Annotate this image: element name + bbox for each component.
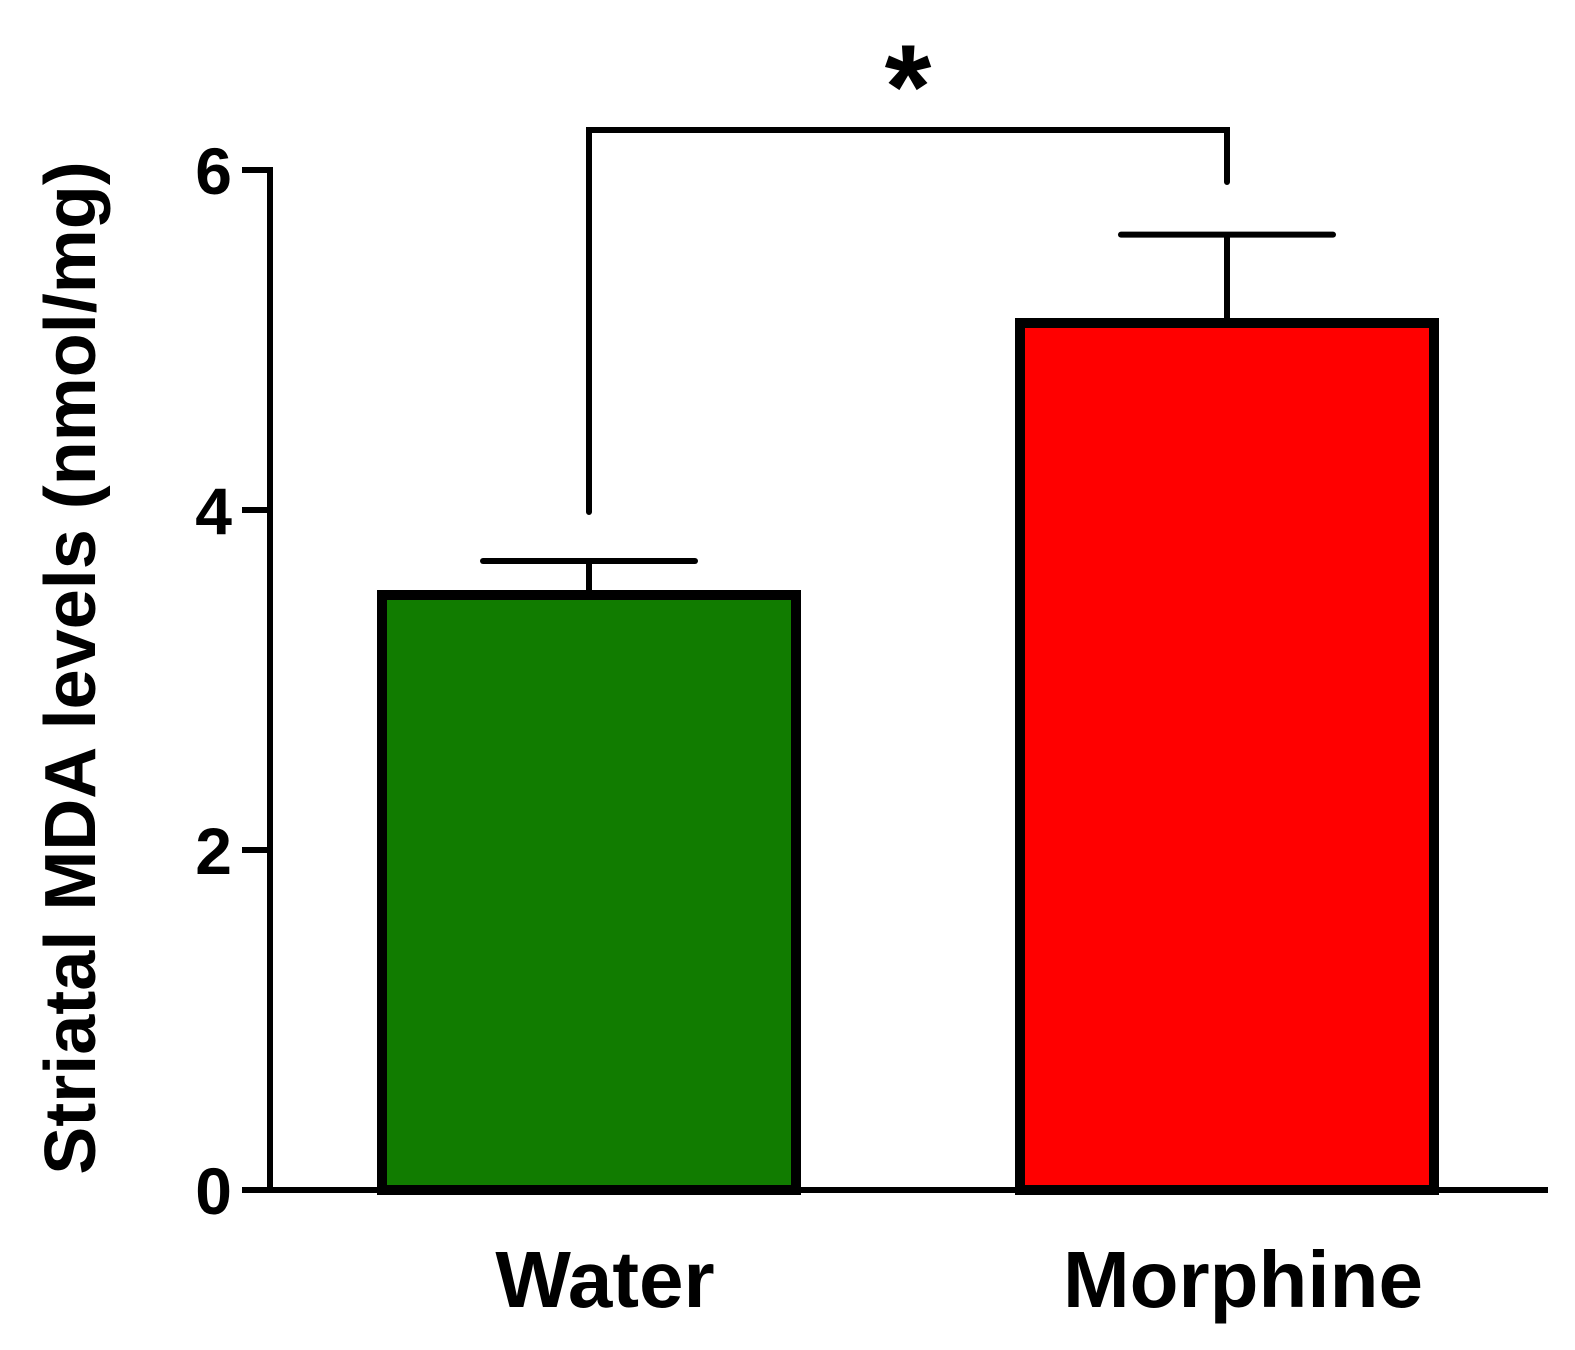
significance-bracket-line bbox=[586, 127, 1230, 515]
y-tick-label-0: 0 bbox=[195, 1154, 232, 1228]
bar-morphine bbox=[1015, 318, 1439, 1195]
significance-asterisk: * bbox=[885, 20, 932, 154]
x-tick-label-morphine: Morphine bbox=[1063, 1235, 1423, 1324]
error-bars bbox=[480, 231, 1336, 595]
bar-water bbox=[377, 590, 801, 1195]
error-bar-morphine bbox=[1118, 231, 1336, 323]
y-tick-label-2: 2 bbox=[195, 814, 232, 888]
y-axis-title: Striatal MDA levels (nmol/mg) bbox=[31, 161, 111, 1175]
bars bbox=[377, 318, 1439, 1195]
y-tick-label-6: 6 bbox=[195, 134, 232, 208]
significance-bracket: * bbox=[586, 20, 1230, 515]
y-tick-label-4: 4 bbox=[195, 474, 232, 548]
x-tick-label-water: Water bbox=[495, 1235, 714, 1324]
error-bar-water bbox=[480, 558, 698, 595]
x-axis: Water Morphine bbox=[242, 1187, 1548, 1324]
y-axis: 0 2 4 6 bbox=[195, 134, 273, 1228]
